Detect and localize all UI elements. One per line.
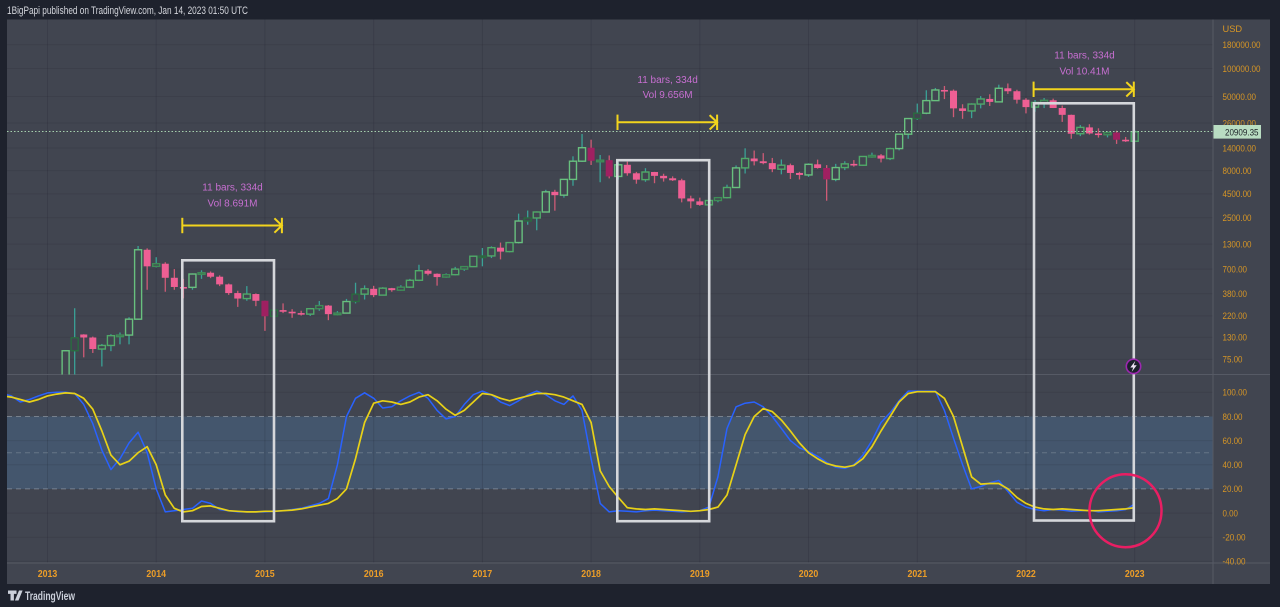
svg-text:14000.00: 14000.00	[1223, 143, 1257, 153]
svg-text:2023: 2023	[1125, 569, 1145, 580]
svg-text:2019: 2019	[690, 569, 710, 580]
svg-text:2014: 2014	[146, 569, 166, 580]
svg-text:-40.00: -40.00	[1223, 557, 1246, 567]
svg-text:11 bars, 334d: 11 bars, 334d	[1054, 51, 1114, 62]
svg-text:60.00: 60.00	[1223, 436, 1243, 446]
svg-text:11 bars, 334d: 11 bars, 334d	[637, 75, 697, 86]
svg-text:1BigPapi published on TradingV: 1BigPapi published on TradingView.com, J…	[7, 5, 248, 17]
svg-text:2500.00: 2500.00	[1223, 213, 1252, 223]
svg-text:2022: 2022	[1016, 569, 1036, 580]
svg-text:USD: USD	[1223, 24, 1243, 34]
svg-text:100000.00: 100000.00	[1223, 64, 1261, 74]
svg-text:700.00: 700.00	[1223, 264, 1248, 274]
svg-text:1300.00: 1300.00	[1223, 239, 1252, 249]
svg-text:100.00: 100.00	[1223, 388, 1248, 398]
svg-text:2021: 2021	[908, 569, 928, 580]
svg-text:380.00: 380.00	[1223, 289, 1248, 299]
svg-text:75.00: 75.00	[1223, 355, 1243, 365]
svg-text:Vol 9.656M: Vol 9.656M	[643, 90, 693, 101]
svg-text:26000.00: 26000.00	[1223, 118, 1257, 128]
svg-text:130.00: 130.00	[1223, 333, 1248, 343]
svg-text:20909.35: 20909.35	[1225, 127, 1259, 137]
svg-text:80.00: 80.00	[1223, 412, 1243, 422]
svg-text:2018: 2018	[581, 569, 601, 580]
svg-text:220.00: 220.00	[1223, 311, 1248, 321]
svg-text:2017: 2017	[473, 569, 493, 580]
svg-text:20.00: 20.00	[1223, 484, 1243, 494]
svg-text:Vol 8.691M: Vol 8.691M	[207, 199, 257, 210]
svg-text:2015: 2015	[255, 569, 275, 580]
svg-text:180000.00: 180000.00	[1223, 40, 1261, 50]
svg-text:-20.00: -20.00	[1223, 533, 1246, 543]
svg-text:0.00: 0.00	[1223, 508, 1239, 518]
svg-text:2016: 2016	[364, 569, 384, 580]
svg-text:40.00: 40.00	[1223, 460, 1243, 470]
svg-text:50000.00: 50000.00	[1223, 92, 1257, 102]
svg-text:Vol 10.41M: Vol 10.41M	[1059, 67, 1109, 78]
svg-text:2013: 2013	[38, 569, 58, 580]
svg-text:8000.00: 8000.00	[1223, 166, 1252, 176]
svg-text:2020: 2020	[799, 569, 819, 580]
svg-text:4500.00: 4500.00	[1223, 189, 1252, 199]
svg-text:11 bars, 334d: 11 bars, 334d	[202, 183, 262, 194]
svg-text:TradingView: TradingView	[25, 591, 75, 603]
